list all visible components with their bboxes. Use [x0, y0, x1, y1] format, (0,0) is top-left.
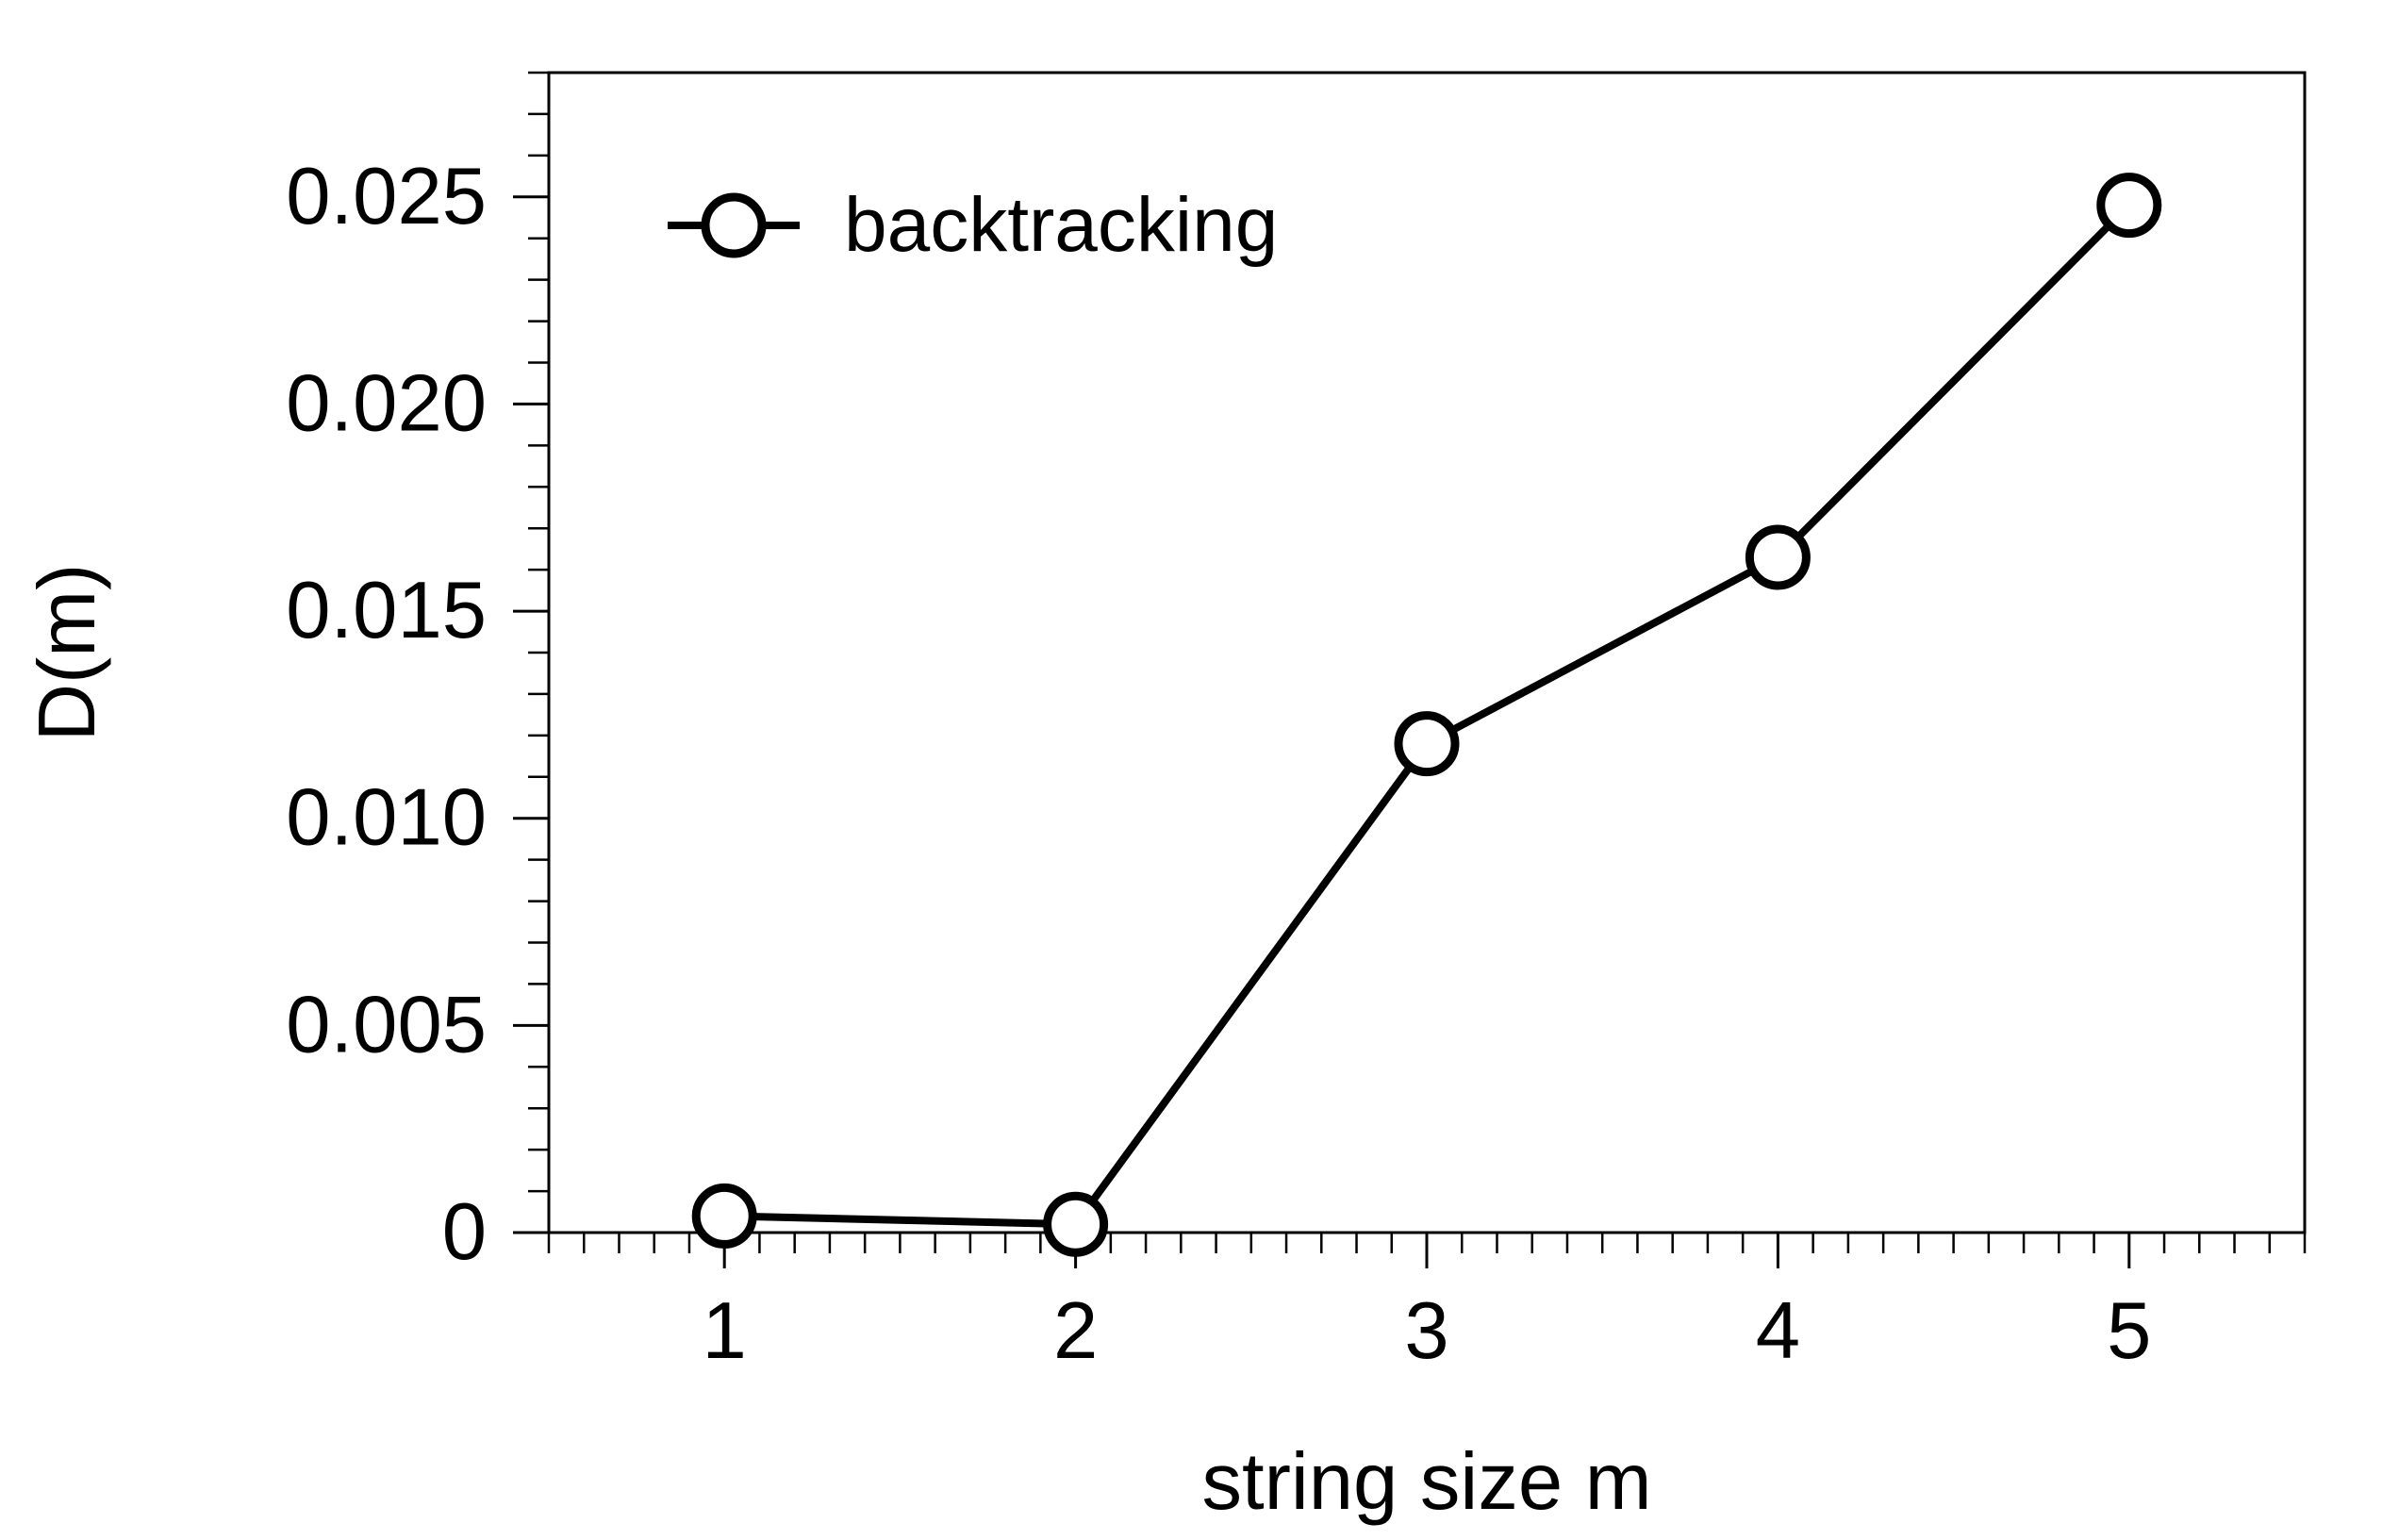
y-tick-label: 0.025 [286, 152, 487, 241]
x-tick-labels: 1 2 3 4 5 [703, 1286, 2152, 1376]
y-tick-label: 0.005 [286, 980, 487, 1069]
x-axis-label: string size m [1201, 1437, 1651, 1527]
x-tick-label: 5 [2107, 1286, 2151, 1376]
x-tick-label: 2 [1053, 1286, 1098, 1376]
legend-marker [701, 192, 767, 258]
data-point [1043, 1191, 1109, 1257]
y-tick-label: 0.020 [286, 358, 487, 448]
legend-label: backtracking [844, 182, 1278, 268]
y-axis-label: D(m) [23, 564, 112, 742]
data-point [2096, 173, 2162, 239]
x-tick-label: 4 [1756, 1286, 1800, 1376]
legend: backtracking [668, 182, 1278, 268]
minor-ticks [528, 71, 2307, 1253]
x-tick-label: 1 [703, 1286, 747, 1376]
y-tick-label: 0 [442, 1187, 487, 1277]
y-tick-labels: 0 0.005 0.010 0.015 0.020 0.025 [286, 152, 487, 1277]
series-layer [691, 173, 2162, 1257]
y-tick-label: 0.010 [286, 773, 487, 863]
data-point [1745, 524, 1811, 590]
major-ticks [513, 195, 2131, 1268]
x-tick-label: 3 [1404, 1286, 1448, 1376]
data-point [691, 1183, 757, 1249]
plot-frame [547, 71, 2307, 1234]
y-tick-label: 0.015 [286, 566, 487, 655]
data-point [1394, 711, 1460, 777]
